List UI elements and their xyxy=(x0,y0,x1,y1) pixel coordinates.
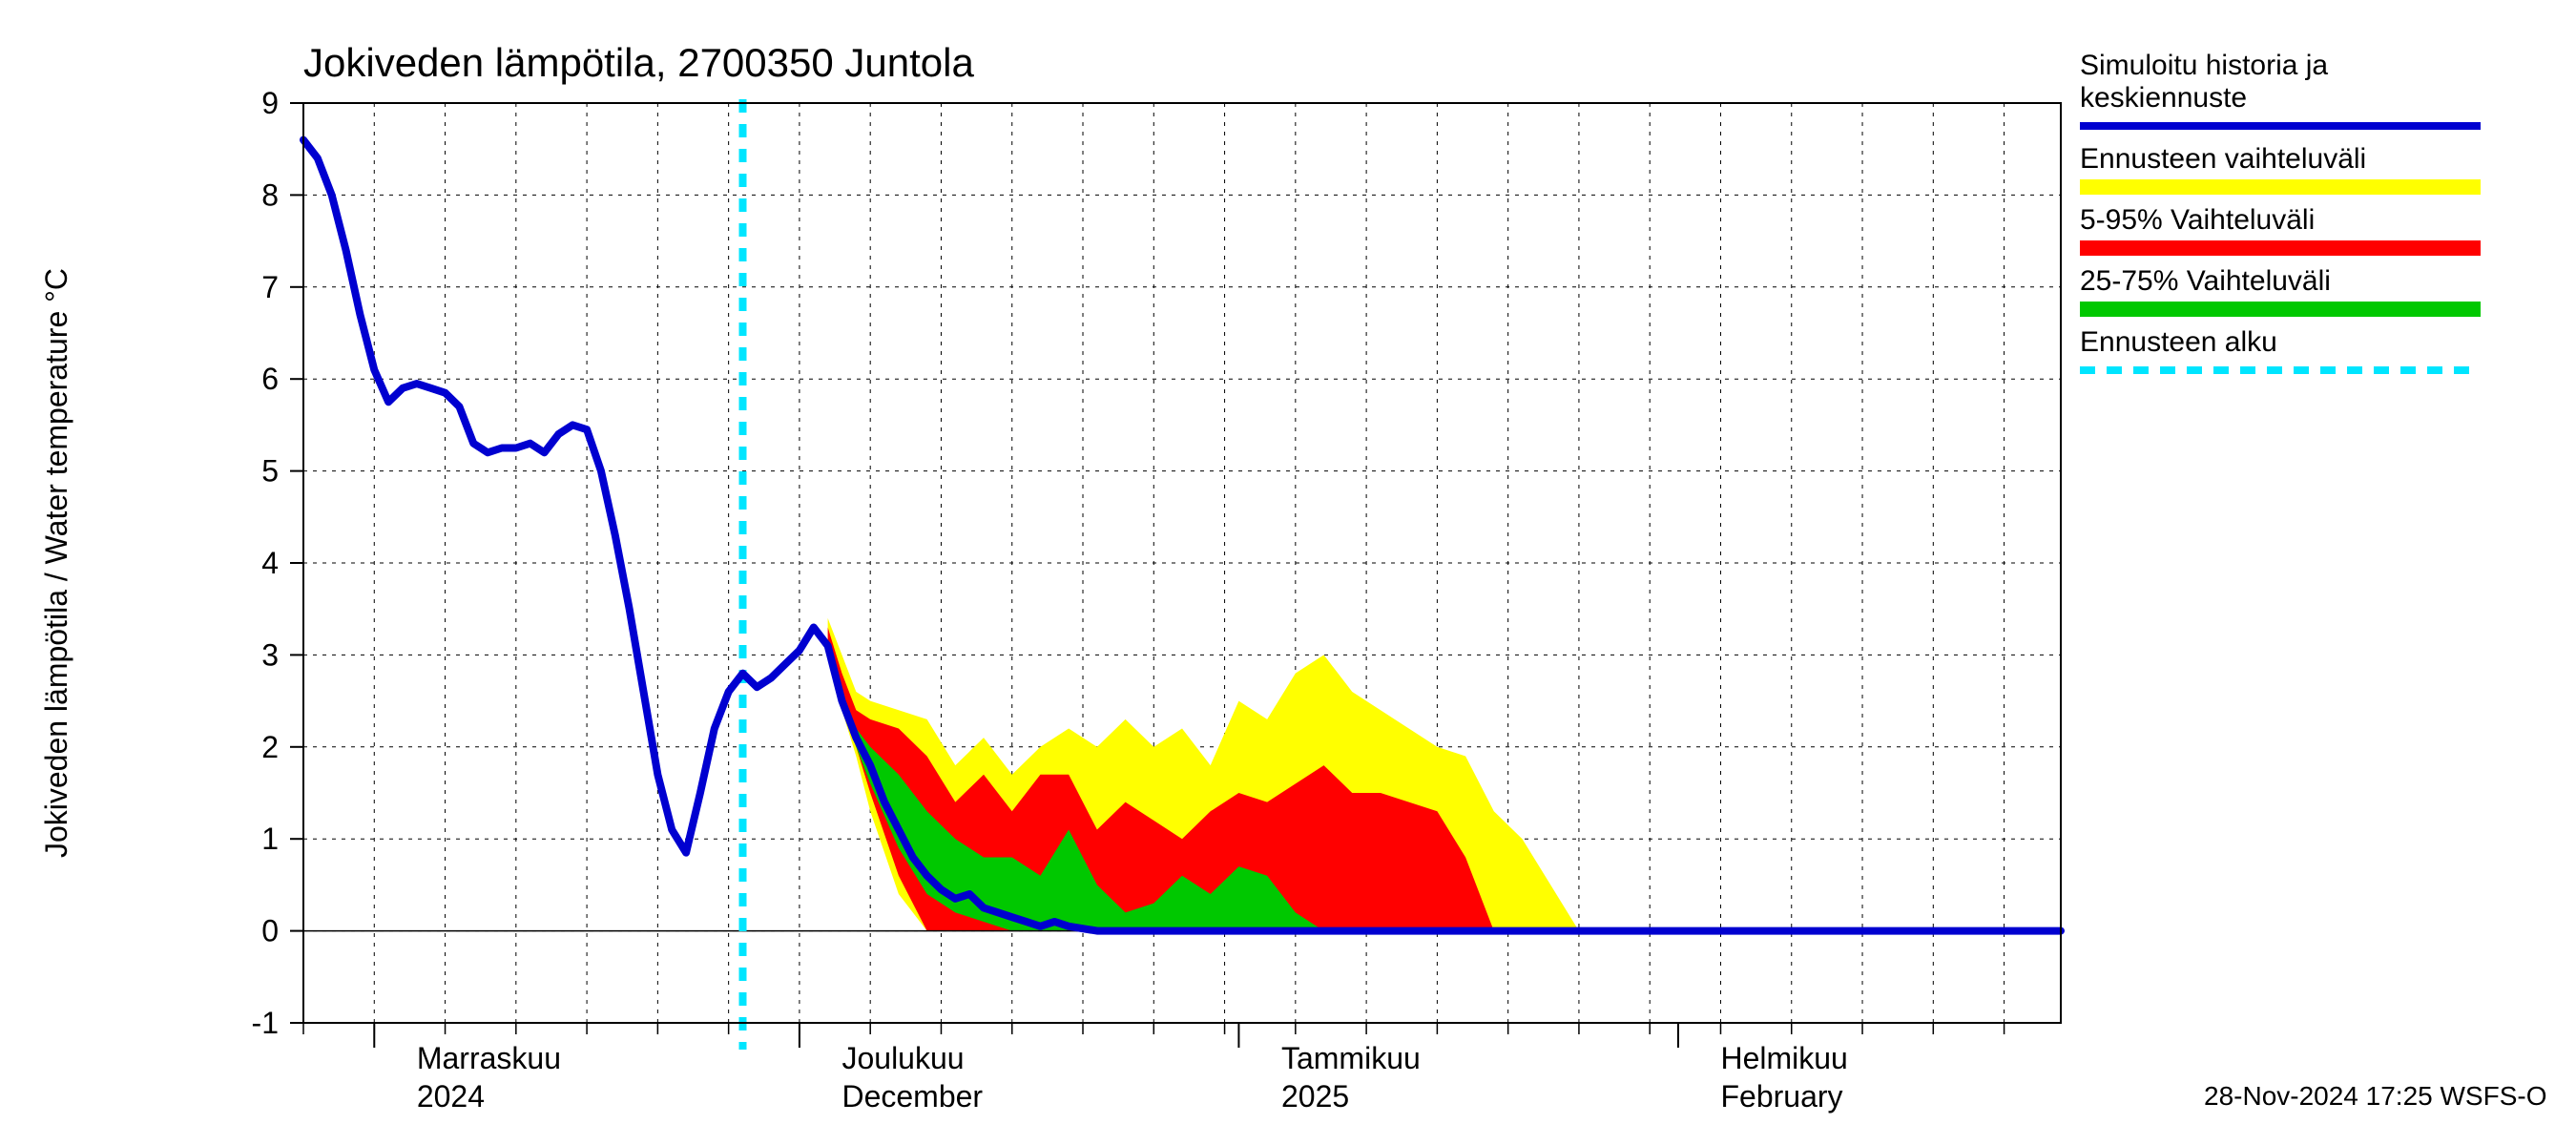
y-tick-label: 1 xyxy=(261,822,279,856)
month-label-bottom: February xyxy=(1720,1079,1842,1114)
legend-swatch-band xyxy=(2080,302,2481,317)
month-label-top: Joulukuu xyxy=(841,1041,964,1075)
legend-label: 5-95% Vaihteluväli xyxy=(2080,204,2315,236)
legend-label: 25-75% Vaihteluväli xyxy=(2080,265,2331,297)
legend-swatch-band xyxy=(2080,179,2481,195)
y-tick-label: 7 xyxy=(261,270,279,304)
month-label-bottom: 2025 xyxy=(1281,1079,1349,1114)
month-label-top: Helmikuu xyxy=(1720,1041,1847,1075)
y-tick-label: -1 xyxy=(252,1006,279,1040)
y-tick-label: 9 xyxy=(261,86,279,120)
chart-container: -1 0 1 2 3 4 5 6 7 8 9 Marraskuu 2024 Joulukuu Decembe… xyxy=(0,0,2576,1145)
legend-swatch-band xyxy=(2080,240,2481,256)
legend-label: Simuloitu historia ja xyxy=(2080,50,2328,81)
month-label-top: Marraskuu xyxy=(417,1041,561,1075)
y-tick-label: 6 xyxy=(261,362,279,396)
y-tick-label: 0 xyxy=(261,914,279,948)
footer-timestamp: 28-Nov-2024 17:25 WSFS-O xyxy=(2204,1081,2547,1111)
y-axis-label: Jokiveden lämpötila / Water temperature … xyxy=(39,268,73,858)
y-tick-label: 8 xyxy=(261,177,279,212)
chart-svg: -1 0 1 2 3 4 5 6 7 8 9 Marraskuu 2024 Joulukuu Decembe… xyxy=(0,0,2576,1145)
legend-label: keskiennuste xyxy=(2080,82,2247,114)
month-label-bottom: December xyxy=(841,1079,983,1114)
y-tick-label: 2 xyxy=(261,730,279,764)
month-label-bottom: 2024 xyxy=(417,1079,485,1114)
chart-title: Jokiveden lämpötila, 2700350 Juntola xyxy=(303,40,974,85)
legend-label: Ennusteen vaihteluväli xyxy=(2080,143,2366,175)
y-tick-label: 3 xyxy=(261,637,279,672)
y-tick-label: 4 xyxy=(261,546,279,580)
legend-label: Ennusteen alku xyxy=(2080,326,2277,358)
month-label-top: Tammikuu xyxy=(1281,1041,1421,1075)
y-tick-label: 5 xyxy=(261,454,279,489)
